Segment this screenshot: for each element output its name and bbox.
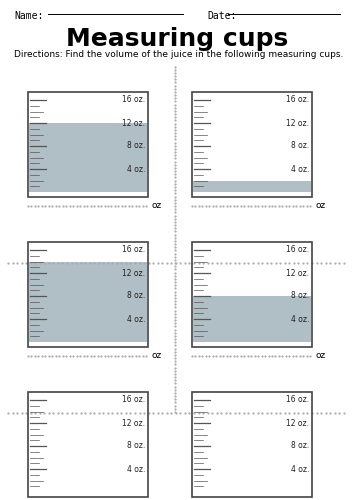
Text: Measuring cups: Measuring cups xyxy=(66,27,288,51)
Text: 8 oz.: 8 oz. xyxy=(127,442,145,450)
Text: 8 oz.: 8 oz. xyxy=(291,292,309,300)
Bar xyxy=(28,242,148,347)
Text: 8 oz.: 8 oz. xyxy=(291,442,309,450)
Bar xyxy=(192,92,312,197)
Text: 4 oz.: 4 oz. xyxy=(127,164,145,173)
Text: 16 oz.: 16 oz. xyxy=(122,96,145,104)
Text: oz: oz xyxy=(315,202,325,210)
Text: 12 oz.: 12 oz. xyxy=(122,268,145,278)
Text: oz: oz xyxy=(151,352,161,360)
Bar xyxy=(29,123,147,192)
Text: oz: oz xyxy=(315,352,325,360)
Text: oz: oz xyxy=(151,202,161,210)
Bar xyxy=(193,296,311,342)
Bar xyxy=(193,180,311,192)
Text: 16 oz.: 16 oz. xyxy=(122,246,145,254)
Bar xyxy=(192,242,312,347)
Text: 4 oz.: 4 oz. xyxy=(291,314,309,324)
Text: 12 oz.: 12 oz. xyxy=(286,418,309,428)
Text: 16 oz.: 16 oz. xyxy=(286,396,309,404)
Text: 12 oz.: 12 oz. xyxy=(286,268,309,278)
Text: Date:: Date: xyxy=(207,11,236,21)
Text: Directions: Find the volume of the juice in the following measuring cups.: Directions: Find the volume of the juice… xyxy=(14,50,343,59)
Text: 12 oz.: 12 oz. xyxy=(286,118,309,128)
Text: 16 oz.: 16 oz. xyxy=(286,246,309,254)
Text: 12 oz.: 12 oz. xyxy=(122,118,145,128)
Text: 4 oz.: 4 oz. xyxy=(127,464,145,473)
Bar xyxy=(28,92,148,197)
Bar xyxy=(28,392,148,497)
Text: 16 oz.: 16 oz. xyxy=(122,396,145,404)
Text: 8 oz.: 8 oz. xyxy=(291,142,309,150)
Text: 12 oz.: 12 oz. xyxy=(122,418,145,428)
Text: 8 oz.: 8 oz. xyxy=(127,292,145,300)
Text: 4 oz.: 4 oz. xyxy=(291,464,309,473)
Bar xyxy=(29,262,147,342)
Text: 4 oz.: 4 oz. xyxy=(291,164,309,173)
Text: 8 oz.: 8 oz. xyxy=(127,142,145,150)
Text: Name:: Name: xyxy=(14,11,44,21)
Text: 16 oz.: 16 oz. xyxy=(286,96,309,104)
Bar xyxy=(192,392,312,497)
Text: 4 oz.: 4 oz. xyxy=(127,314,145,324)
